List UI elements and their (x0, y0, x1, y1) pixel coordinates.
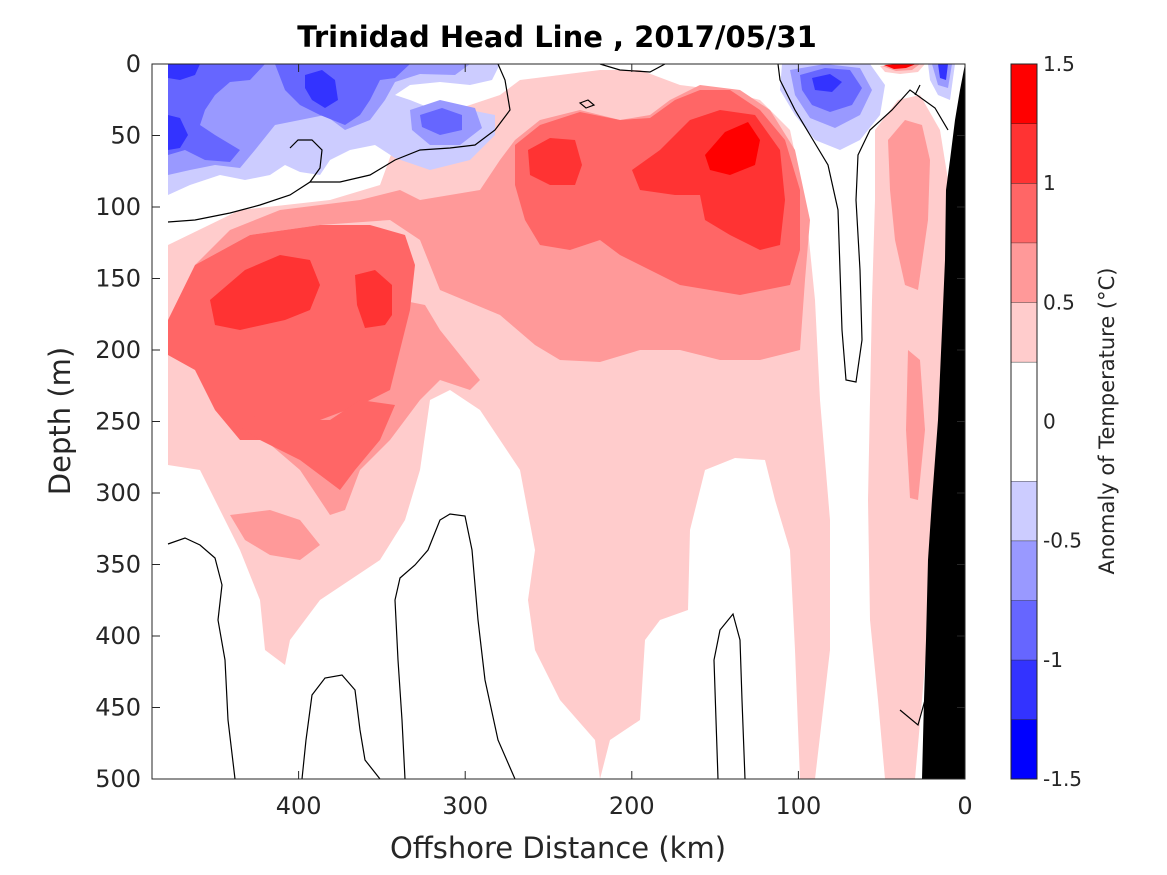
colorbar-segment (1011, 719, 1037, 779)
contour-fill-cold-1.0-west-c (168, 64, 200, 80)
colorbar-segment (1011, 242, 1037, 303)
zero-contour-line-surface-mid (310, 64, 511, 183)
contour-fill-warm-1.0-west-b (355, 270, 392, 328)
contour-fill-cold-1.0-west-b (305, 70, 338, 108)
zero-contour-line-surface-center (599, 64, 666, 73)
colorbar-frame (1010, 63, 1038, 780)
x-tick-label: 300 (442, 792, 488, 820)
zero-contour-line-coastal (914, 84, 921, 96)
x-tick-label: 0 (957, 792, 972, 820)
zero-contour-line-deep-c (713, 612, 746, 779)
colorbar-tick-label: -1 (1043, 648, 1063, 672)
y-tick-label: 350 (95, 551, 141, 579)
chart-title: Trinidad Head Line , 2017/05/31 (297, 20, 817, 54)
colorbar-tick-label: 0 (1043, 410, 1056, 434)
colorbar-tick-label: 1.5 (1043, 52, 1075, 76)
colorbar: 1.5 1 0.5 0 -0.5 -1 -1.5 (1010, 52, 1082, 791)
colorbar-tick-label: 0.5 (1043, 290, 1075, 314)
colorbar-segment (1011, 481, 1037, 541)
colorbar-segment (1011, 540, 1037, 601)
colorbar-segment (1011, 183, 1037, 243)
y-axis: 0 50 100 150 200 250 300 350 400 450 500 (95, 50, 965, 793)
contour-fill-cold-1.0-coastal (938, 64, 948, 80)
seafloor-slope (922, 64, 965, 779)
y-tick-label: 250 (95, 408, 141, 436)
zero-contour-lines (167, 64, 949, 779)
plot-area (152, 64, 965, 779)
colorbar-tick-label: 1 (1043, 171, 1056, 195)
colorbar-segment (1011, 123, 1037, 184)
contour-fill-warm-0.5-coastal-deep (906, 350, 925, 500)
contour-layer-cold-1.0 (168, 64, 948, 150)
y-axis-label: Depth (m) (43, 347, 77, 495)
zero-contour-line-deep-a (301, 674, 381, 779)
y-tick-label: 400 (95, 622, 141, 650)
contour-fill-warm-0.75-west-deep (230, 400, 395, 490)
x-axis-label: Offshore Distance (km) (390, 831, 726, 865)
contour-fill-warm-1.0-center-a (528, 138, 582, 185)
colorbar-label: Anomaly of Temperature (°C) (1095, 268, 1119, 575)
contour-fill-warm-0.75-west (168, 225, 415, 440)
y-tick-label: 0 (126, 50, 141, 78)
zero-contour-line-nearshore-column (777, 64, 949, 383)
contour-fill-warm-0.5-coastal (888, 120, 930, 290)
y-tick-label: 300 (95, 479, 141, 507)
contour-fill-cold-0.75-west-a (168, 64, 265, 162)
colorbar-segment (1011, 361, 1037, 482)
y-tick-label: 100 (95, 193, 141, 221)
contour-fill-cold-1.0-west-a (168, 115, 188, 150)
x-tick-label: 100 (775, 792, 821, 820)
y-tick-label: 50 (110, 122, 141, 150)
contour-fill-cold-0.75-mid (420, 108, 462, 135)
contour-layer-warm-1.25 (705, 64, 916, 175)
y-tick-label: 450 (95, 694, 141, 722)
x-tick-label: 400 (276, 792, 322, 820)
colorbar-segment (1011, 302, 1037, 362)
y-tick-label: 200 (95, 336, 141, 364)
colorbar-segment (1011, 64, 1037, 124)
x-tick-label: 200 (609, 792, 655, 820)
zero-contour-line-deep-b (394, 513, 516, 779)
contour-fill-warm-1.25-center (705, 122, 760, 175)
colorbar-segment (1011, 600, 1037, 660)
colorbar-tick-label: -1.5 (1043, 767, 1082, 791)
zero-contour-line-loop (578, 99, 596, 109)
contour-fill-warm-0.5-deep (230, 510, 320, 560)
y-tick-label: 150 (95, 265, 141, 293)
contour-fill-cold-0.5-west (168, 64, 470, 175)
contour-fill-warm-1.25-nearshore (884, 64, 916, 69)
zero-contour-line-deep-west (167, 537, 236, 779)
x-axis: 400 300 200 100 0 (276, 64, 973, 820)
contour-fill-warm-1.0-west-a (210, 255, 320, 330)
colorbar-tick-label: -0.5 (1043, 529, 1082, 553)
contour-fill-cold-1.0-nearshore (812, 74, 842, 92)
y-tick-label: 500 (95, 765, 141, 793)
zero-contour-line-coastal-deep (899, 699, 926, 727)
colorbar-segment (1011, 659, 1037, 720)
